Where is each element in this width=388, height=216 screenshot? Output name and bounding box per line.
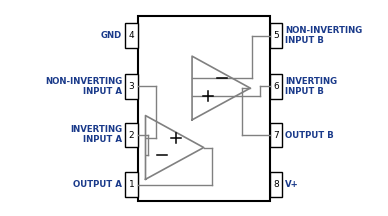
Text: INVERTING: INVERTING (70, 125, 122, 135)
Text: 1: 1 (129, 180, 134, 189)
Text: INPUT A: INPUT A (83, 135, 122, 145)
Text: 7: 7 (273, 130, 279, 140)
Text: NON-INVERTING: NON-INVERTING (45, 77, 122, 86)
Bar (138, 16, 270, 201)
Text: INVERTING: INVERTING (285, 77, 337, 86)
Bar (125, 172, 138, 197)
Text: OUTPUT A: OUTPUT A (73, 180, 122, 189)
Text: INPUT A: INPUT A (83, 87, 122, 96)
Text: 3: 3 (129, 82, 134, 91)
Text: OUTPUT B: OUTPUT B (285, 130, 334, 140)
Bar (270, 74, 282, 99)
Text: 2: 2 (129, 130, 134, 140)
Bar (125, 23, 138, 48)
Text: NON-INVERTING: NON-INVERTING (285, 26, 362, 35)
Bar (125, 74, 138, 99)
Text: INPUT B: INPUT B (285, 36, 324, 45)
Text: GND: GND (101, 31, 122, 40)
Text: INPUT B: INPUT B (285, 87, 324, 96)
Bar (270, 172, 282, 197)
Bar (270, 123, 282, 147)
Text: V+: V+ (285, 180, 299, 189)
Text: 8: 8 (273, 180, 279, 189)
Bar (125, 123, 138, 147)
Text: 6: 6 (273, 82, 279, 91)
Text: 5: 5 (273, 31, 279, 40)
Bar (270, 23, 282, 48)
Text: 4: 4 (129, 31, 134, 40)
